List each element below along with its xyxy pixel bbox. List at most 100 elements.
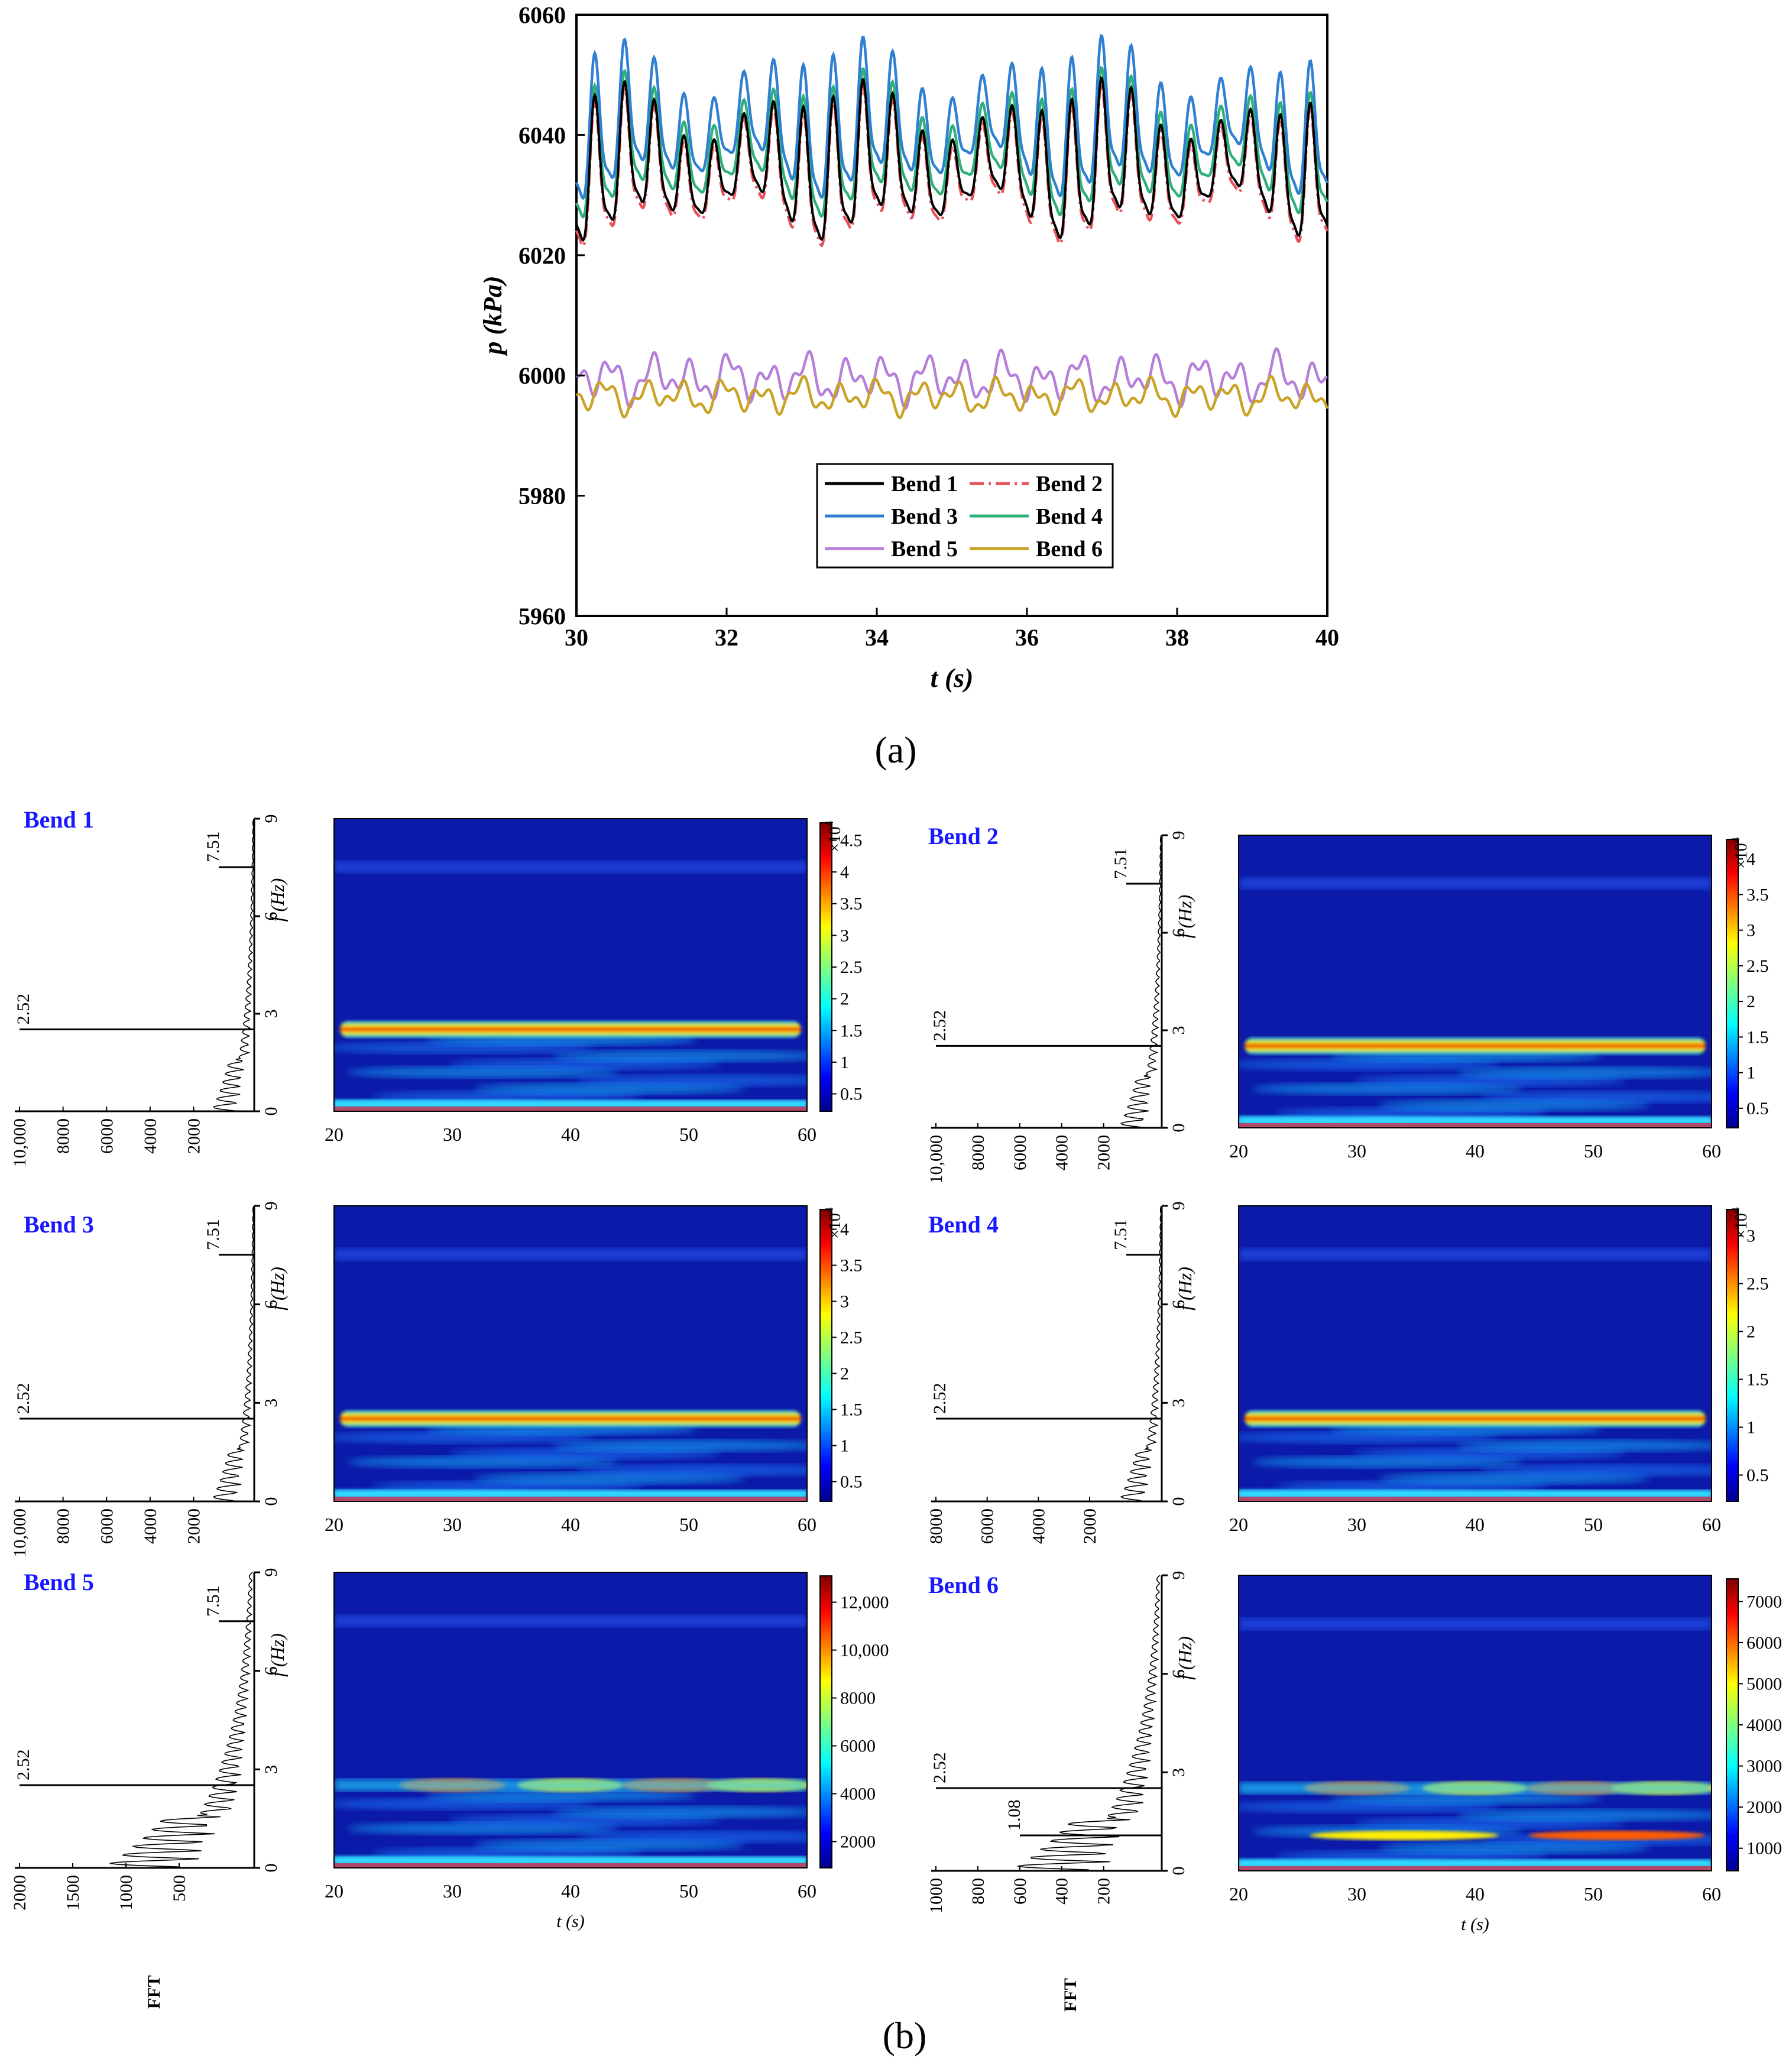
colorbar-multiplier-base: ×10: [826, 1213, 844, 1239]
colorbar-tick-label: 8000: [840, 1689, 876, 1708]
colorbar-tick-label: 3000: [1746, 1757, 1782, 1776]
series-line-bend-5: [575, 347, 1328, 410]
base-band: [1239, 1490, 1712, 1498]
secondary-band-blob: [1528, 1831, 1706, 1840]
fft-tick-label: 2000: [1094, 1135, 1114, 1170]
fft-peak-label: 7.51: [1111, 848, 1130, 879]
fft-tick-label: 2000: [10, 1875, 30, 1910]
f-axis-label: f (Hz): [267, 1267, 288, 1310]
fft-tick-label: 500: [170, 1875, 189, 1902]
fft-peak-label: 2.52: [14, 1750, 33, 1781]
t-tick-label: 30: [1347, 1140, 1366, 1162]
panel-title: Bend 4: [928, 1211, 999, 1238]
x-tick-label: 34: [865, 624, 889, 651]
upper-band: [1239, 877, 1712, 890]
panel-title: Bend 6: [928, 1572, 999, 1598]
dominant-band: [334, 1779, 807, 1791]
panel-title: Bend 2: [928, 823, 999, 849]
colorbar-tick-label: 1.5: [840, 1021, 863, 1040]
low-band-blob: [1456, 1809, 1712, 1821]
t-tick-label: 60: [1702, 1514, 1721, 1535]
t-tick-label: 40: [561, 1124, 580, 1145]
f-tick-label: 9: [261, 815, 281, 823]
fft-tick-label: 8000: [968, 1135, 988, 1170]
colorbar-tick-label: 2.5: [1746, 1274, 1769, 1294]
colorbar-tick-label: 2: [840, 1364, 849, 1383]
spectrogram: [1239, 1575, 1712, 1871]
low-band-blob: [552, 1806, 807, 1818]
fft-peak-label: 2.52: [930, 1753, 950, 1784]
f-tick-label: 3: [1169, 1399, 1188, 1407]
fft-tick-label: 2000: [1080, 1508, 1100, 1544]
y-tick-label: 6020: [519, 242, 566, 269]
panel-title: Bend 3: [24, 1211, 94, 1238]
fft-tick-label: 6000: [97, 1118, 116, 1154]
colorbar-multiplier-base: ×10: [1732, 843, 1751, 869]
colorbar-tick-label: 4.5: [840, 831, 863, 850]
colorbar-tick-label: 2.5: [840, 958, 863, 977]
colorbar-tick-label: 10,000: [840, 1641, 889, 1660]
t-tick-label: 60: [798, 1124, 816, 1145]
legend-label: Bend 4: [1036, 504, 1103, 529]
panel-bend-2: Bend 2 0 3 6 9 f (Hz) 10,000 8000 6000 4000 2000 2.…: [926, 823, 1769, 1184]
fft-spectrum: [109, 1572, 254, 1868]
colorbar-tick-label: 7000: [1746, 1592, 1782, 1611]
t-tick-label: 30: [443, 1514, 462, 1535]
low-band-blob: [576, 1831, 807, 1843]
spectrogram: [1239, 1206, 1712, 1501]
bottom-edge-band: [1239, 1497, 1712, 1501]
colorbar-tick-label: 12,000: [840, 1593, 889, 1613]
legend-label: Bend 2: [1036, 472, 1103, 497]
fft-tick-label: 8000: [54, 1508, 73, 1544]
fft-axis-label: FFT: [1061, 1978, 1080, 2012]
legend-label: Bend 1: [891, 472, 958, 497]
fft-peak-label: 1.08: [1004, 1800, 1024, 1831]
f-tick-label: 3: [261, 1010, 281, 1018]
fft-peak-label: 2.52: [930, 1383, 950, 1415]
colorbar-tick-label: 0.5: [1746, 1465, 1769, 1485]
t-tick-label: 50: [679, 1880, 698, 1902]
colorbar-tick-label: 1: [1746, 1417, 1755, 1437]
y-tick-label: 5960: [519, 603, 566, 630]
bottom-edge-band: [1239, 1123, 1712, 1128]
fft-peak-label: 7.51: [203, 1585, 223, 1617]
colorbar-tick-label: 1.5: [1746, 1370, 1769, 1389]
fft-tick-label: 800: [968, 1878, 988, 1905]
series-lines: [575, 34, 1329, 419]
colorbar-tick-label: 3.5: [1746, 885, 1769, 904]
spectrogram-frame: [333, 1572, 808, 1868]
colorbar-multiplier-base: ×10: [1732, 1213, 1751, 1239]
colorbar-tick-label: 2000: [1746, 1798, 1782, 1817]
colorbar-multiplier-exp: 4: [823, 1207, 836, 1213]
fft-tick-label: 10,000: [10, 1118, 30, 1167]
t-tick-label: 60: [798, 1514, 816, 1535]
spectrogram-frame: [1238, 1205, 1712, 1502]
axis-ticks: 30 32 34 36 38 40 5960 5980 6000 6020 6040 6060: [519, 2, 1339, 651]
colorbar-tick-label: 2000: [840, 1832, 876, 1851]
fft-tick-label: 4000: [141, 1118, 160, 1154]
colorbar-tick-label: 3.5: [840, 894, 863, 914]
series-line-bend-1: [575, 76, 1328, 242]
fft-tick-label: 6000: [97, 1508, 116, 1544]
spectrogram-frame: [333, 818, 808, 1112]
fft-tick-label: 10,000: [926, 1135, 946, 1184]
pressure-line-chart: 30 32 34 36 38 40 5960 5980 6000 6020 6040 6060 p (…: [478, 2, 1339, 693]
colorbar-tick-label: 3: [840, 926, 849, 945]
t-tick-label: 50: [679, 1124, 698, 1145]
panel-title: Bend 5: [24, 1569, 94, 1595]
fft-tick-label: 1500: [63, 1875, 83, 1910]
spectrogram: [1239, 835, 1712, 1128]
series-line-bend-2: [575, 82, 1328, 248]
y-tick-label: 6040: [519, 122, 566, 148]
colorbar-multiplier-exp: 4: [1729, 1207, 1742, 1213]
y-tick-label: 6000: [519, 362, 566, 389]
spectrogram: [334, 1572, 807, 1868]
colorbar-multiplier-exp: 4: [823, 820, 836, 826]
dominant-band: [1245, 1037, 1706, 1055]
t-tick-label: 20: [325, 1514, 344, 1535]
base-band: [334, 1490, 807, 1498]
base-band: [334, 1099, 807, 1108]
colorbar-tick-label: 4: [840, 1220, 849, 1240]
fft-peak-label: 7.51: [1111, 1219, 1130, 1250]
